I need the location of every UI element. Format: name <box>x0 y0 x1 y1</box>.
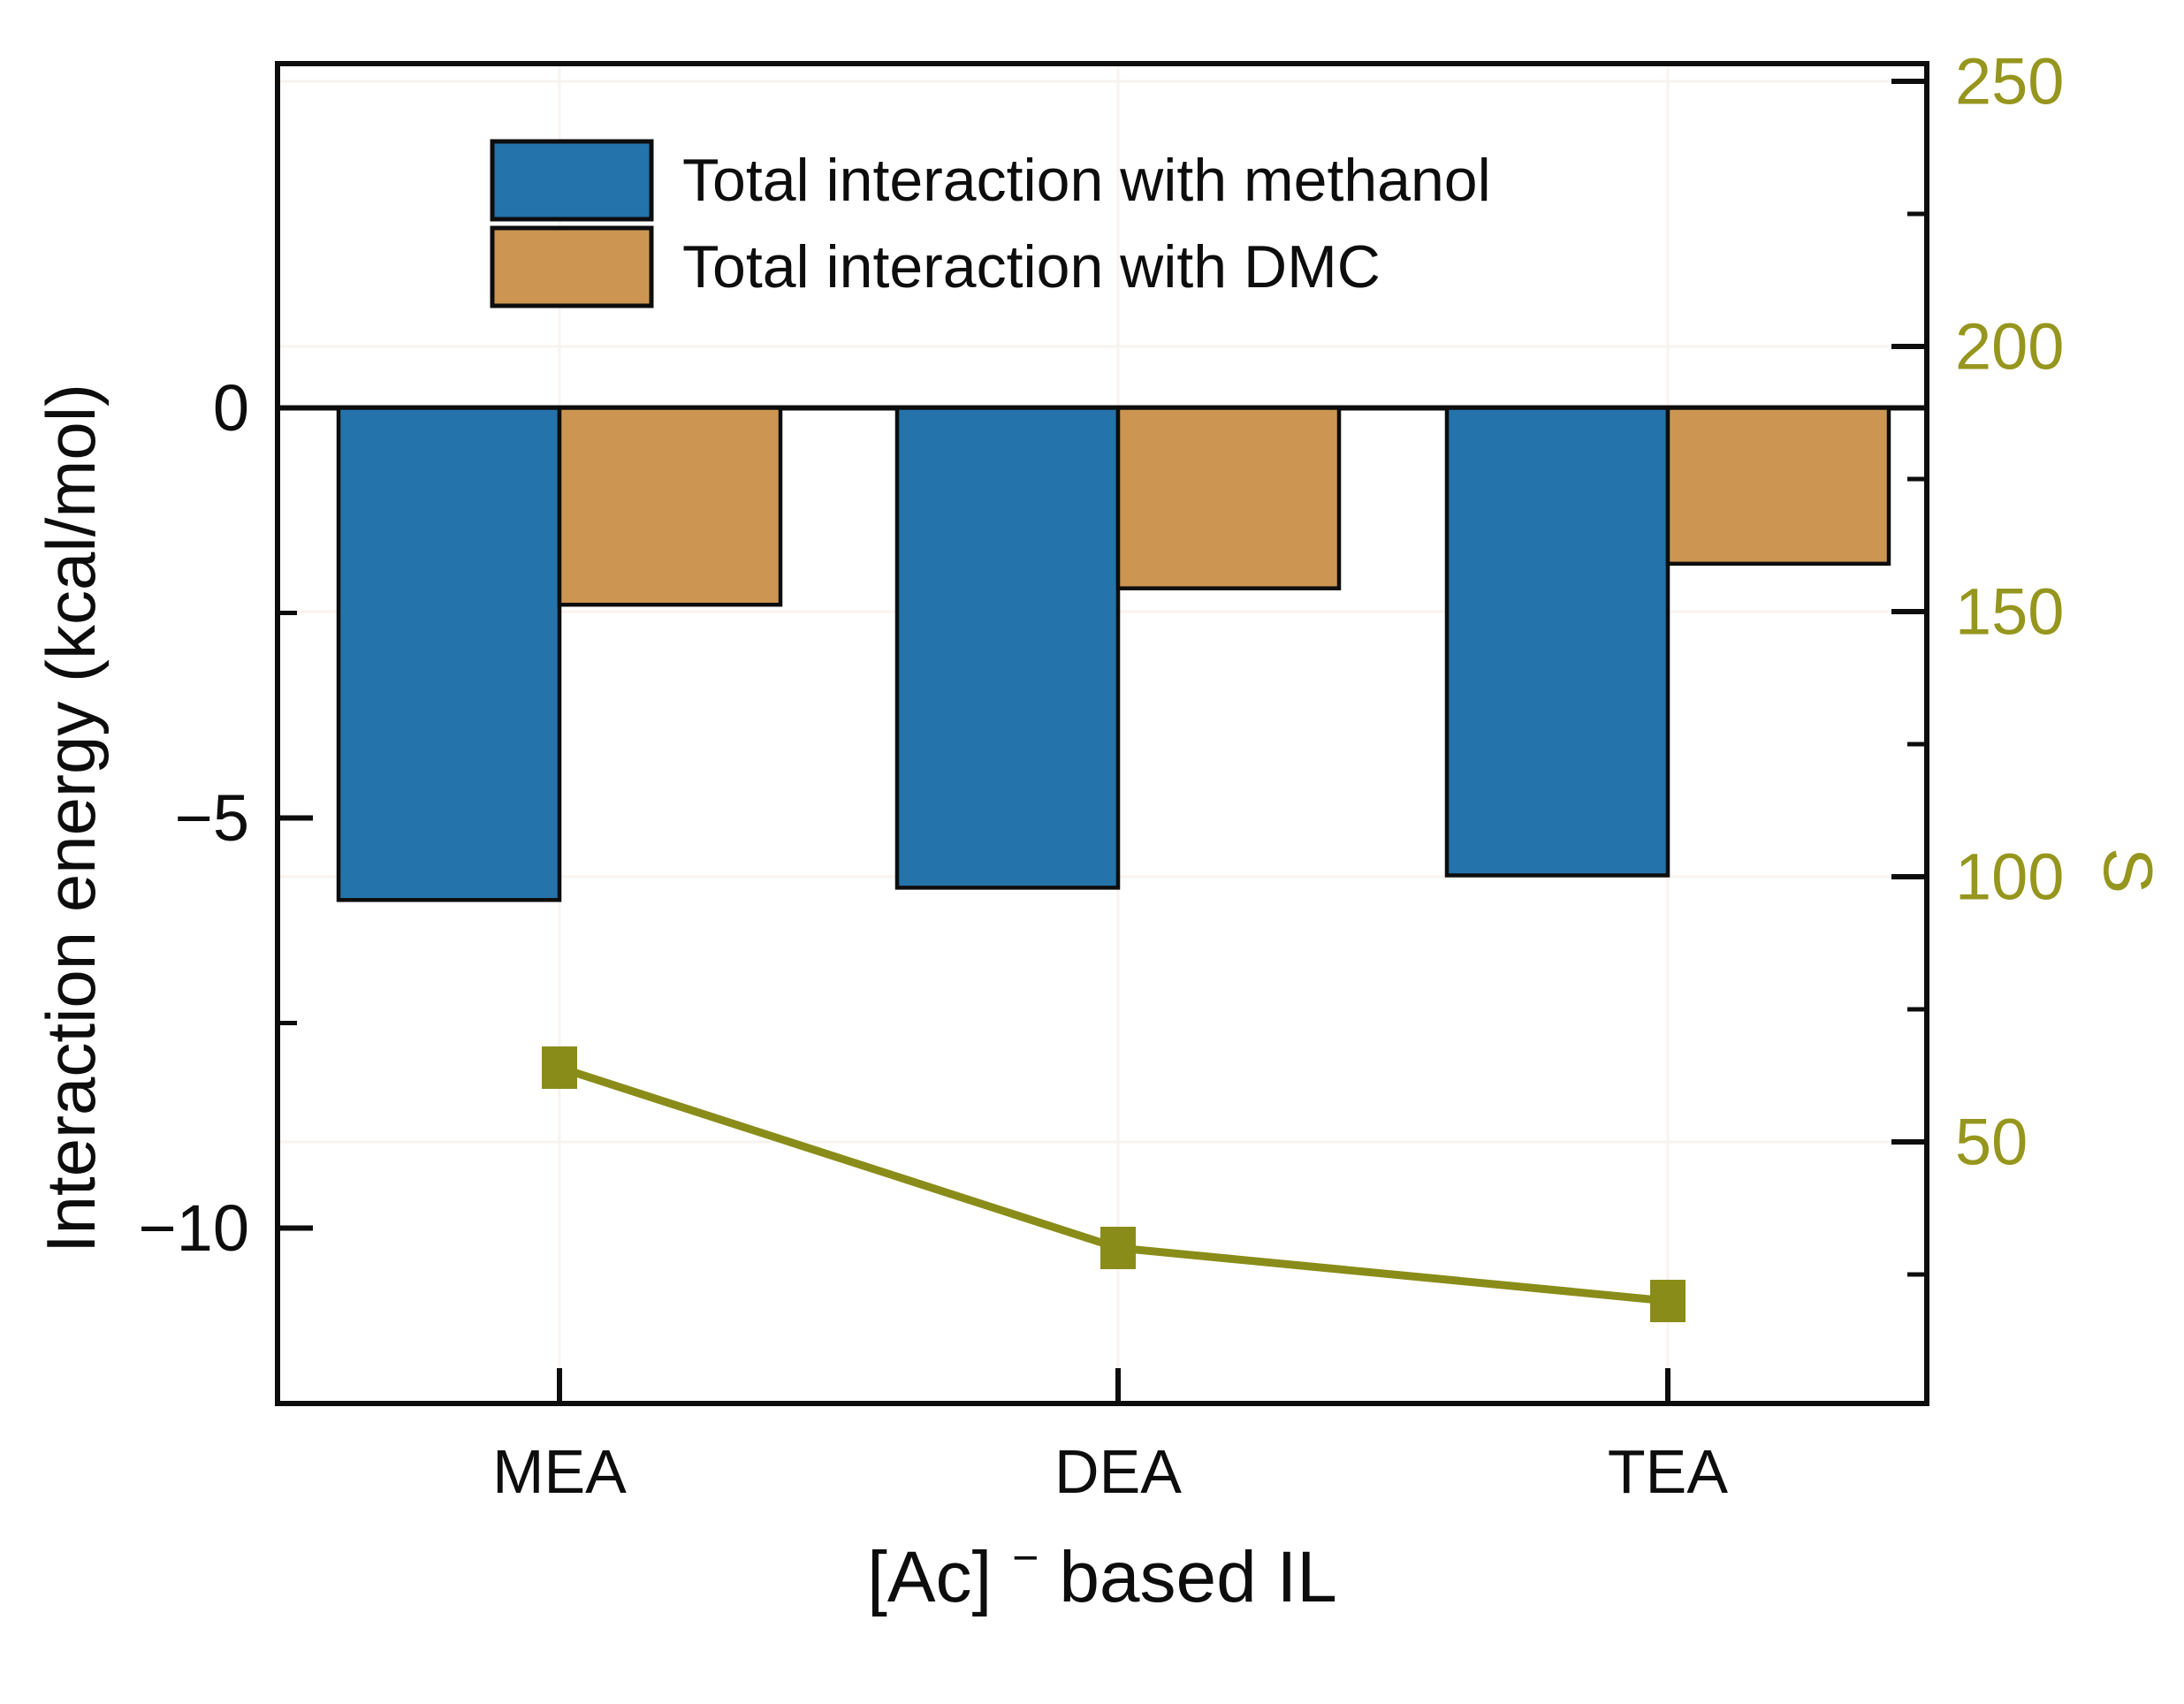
x-category-label-dea: DEA <box>1054 1437 1182 1506</box>
bar-methanol-mea <box>336 406 562 902</box>
bars-group <box>336 406 1891 902</box>
bar-methanol-dea <box>894 406 1121 890</box>
left-tick-label: −5 <box>175 781 249 855</box>
tick-labels: 0 −5 −10 250 200 150 100 50 MEA DEA TEA <box>138 45 2064 1507</box>
bar-dmc-mea <box>557 406 783 607</box>
plot-frame <box>275 61 1929 1406</box>
plot-border <box>275 61 1929 1406</box>
right-tick-label: 100 <box>1955 841 2064 914</box>
x-category-label-mea: MEA <box>492 1437 627 1506</box>
right-axis-title: S <box>2089 848 2167 894</box>
s-marker-mea <box>542 1046 577 1089</box>
left-tick-label: −10 <box>138 1191 249 1265</box>
right-tick-label: 200 <box>1955 310 2064 384</box>
right-tick-label: 250 <box>1955 45 2064 118</box>
axis-ticks <box>278 79 1927 1404</box>
s-marker-dea <box>1100 1227 1136 1269</box>
left-tick-label: 0 <box>213 371 249 445</box>
s-line-series <box>542 1046 1686 1322</box>
legend-swatch-methanol <box>490 139 654 222</box>
legend: Total interaction with methanol Total in… <box>490 139 1491 308</box>
legend-label-dmc: Total interaction with DMC <box>682 233 1381 300</box>
bar-dmc-tea <box>1665 406 1891 567</box>
right-tick-label: 150 <box>1955 575 2064 649</box>
s-marker-tea <box>1650 1280 1686 1322</box>
x-axis-title: [Ac] − based IL <box>867 1509 1337 1617</box>
bar-methanol-tea <box>1444 406 1670 878</box>
legend-swatch-dmc <box>490 225 654 308</box>
bar-dmc-dea <box>1115 406 1342 590</box>
legend-label-methanol: Total interaction with methanol <box>682 147 1491 214</box>
left-axis-title: Interaction energy (kcal/mol) <box>32 384 110 1253</box>
x-axis-title-base: [Ac] <box>867 1537 992 1617</box>
x-axis-title-rest: based IL <box>1059 1537 1337 1617</box>
x-axis-title-superscript: − <box>1012 1533 1039 1584</box>
x-category-label-tea: TEA <box>1608 1437 1728 1506</box>
right-tick-label: 50 <box>1955 1106 2028 1179</box>
